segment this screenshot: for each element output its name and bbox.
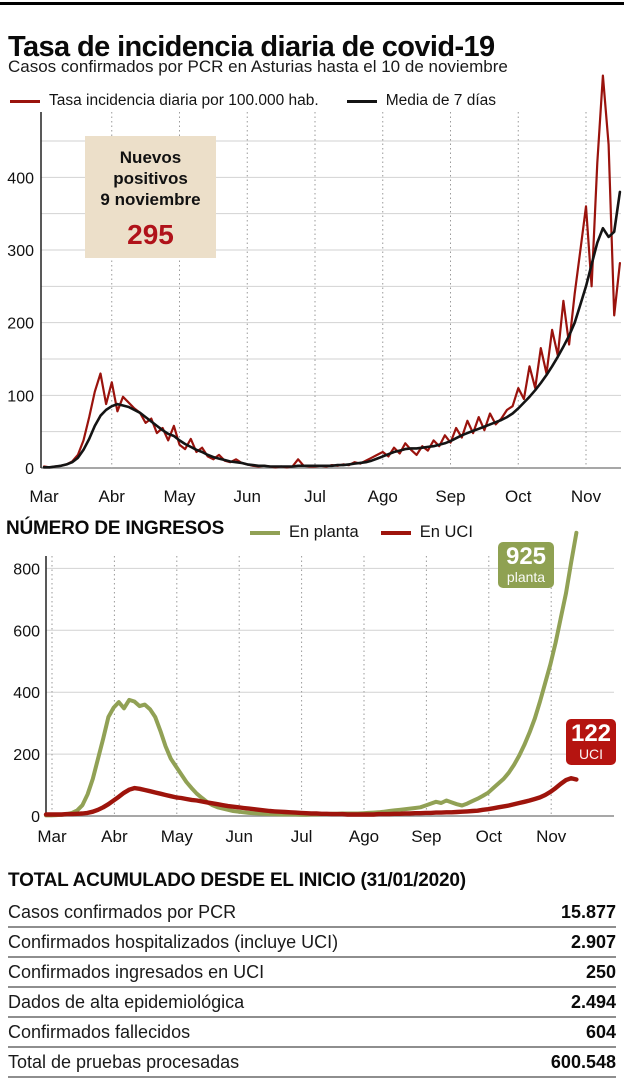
x-axis-label: Jul	[304, 487, 326, 506]
table-row-value: 2.494	[570, 991, 616, 1012]
callout-line: 9 noviembre	[100, 190, 201, 209]
y-axis-label: 600	[13, 623, 40, 640]
x-axis-label: Jun	[225, 827, 252, 846]
table-row-label: Dados de alta epidemiológica	[8, 991, 245, 1012]
table-row: Confirmados ingresados en UCI 250	[8, 958, 616, 988]
legend-label: Media de 7 días	[385, 92, 497, 109]
y-axis-label: 100	[7, 388, 34, 405]
legend-item: Tasa incidencia diaria por 100.000 hab.	[10, 92, 319, 110]
series-line	[42, 190, 622, 469]
legend-line-swatch	[380, 530, 411, 535]
legend-item: En UCI	[380, 523, 473, 542]
callout-line: Nuevos	[119, 148, 182, 167]
x-axis-label: Sep	[411, 827, 441, 846]
y-axis-label: 800	[13, 561, 40, 578]
y-axis-label: 400	[13, 685, 40, 702]
badge-uci: 122 UCI	[566, 719, 616, 765]
badge-planta: 925 planta	[498, 542, 554, 588]
callout-line: positivos	[113, 169, 188, 188]
x-axis-label: Ago	[349, 827, 379, 846]
chart2-legend: En planta En UCI	[250, 523, 473, 542]
legend-line-swatch	[346, 99, 377, 103]
x-axis-label: Abr	[99, 487, 126, 506]
x-axis-label: Ago	[368, 487, 398, 506]
legend-item: Media de 7 días	[346, 92, 497, 110]
x-axis-label: Nov	[571, 487, 602, 506]
page-subtitle: Casos confirmados por PCR en Asturias ha…	[8, 57, 508, 76]
table-title: TOTAL ACUMULADO DESDE EL INICIO (31/01/2…	[8, 870, 466, 891]
x-axis-label: Jul	[291, 827, 313, 846]
page-title: Tasa de incidencia diaria de covid-19	[8, 31, 495, 64]
table-row: Confirmados fallecidos 604	[8, 1018, 616, 1048]
series-line	[44, 530, 579, 818]
table-row: Dados de alta epidemiológica 2.494	[8, 988, 616, 1018]
badge-planta-label: planta	[506, 569, 546, 585]
chart2-title: NÚMERO DE INGRESOS	[6, 518, 225, 539]
x-axis-label: Oct	[476, 827, 503, 846]
legend-label: Tasa incidencia diaria por 100.000 hab.	[49, 92, 319, 109]
callout-value: 295	[127, 219, 174, 250]
table-row-value: 604	[585, 1021, 616, 1042]
legend-item: En planta	[250, 523, 359, 542]
legend-label: En UCI	[419, 523, 473, 541]
top-rule	[0, 2, 624, 5]
legend-line-swatch	[250, 530, 280, 535]
x-axis-label: May	[161, 827, 194, 846]
table-row-value: 250	[585, 961, 616, 982]
table-row-label: Confirmados ingresados en UCI	[8, 961, 265, 982]
y-axis-label: 300	[7, 243, 34, 260]
callout-new-positives: Nuevos positivos 9 noviembre 295	[85, 136, 216, 258]
y-axis-label: 0	[31, 809, 40, 826]
badge-uci-label: UCI	[578, 746, 604, 762]
table-row-value: 2.907	[570, 931, 616, 952]
x-axis-label: Oct	[505, 487, 532, 506]
y-axis-label: 400	[7, 170, 34, 187]
x-axis-label: May	[163, 487, 196, 506]
x-axis-label: Mar	[29, 487, 59, 506]
legend-label: En planta	[289, 523, 359, 541]
table-row-label: Casos confirmados por PCR	[8, 901, 237, 922]
y-axis-label: 0	[25, 461, 34, 478]
table-row-label: Confirmados fallecidos	[8, 1021, 191, 1042]
table-row: Total de pruebas procesadas 600.548	[8, 1048, 616, 1078]
x-axis-label: Sep	[435, 487, 465, 506]
table-row-value: 600.548	[550, 1051, 616, 1072]
y-axis-label: 200	[7, 316, 34, 333]
badge-planta-value: 925	[505, 543, 547, 570]
x-axis-label: Abr	[101, 827, 128, 846]
table-row-value: 15.877	[560, 901, 616, 922]
totals-table: Casos confirmados por PCR 15.877 Confirmad…	[8, 898, 616, 1078]
table-row-label: Total de pruebas procesadas	[8, 1051, 240, 1072]
x-axis-label: Jun	[234, 487, 261, 506]
badge-uci-value: 122	[570, 720, 612, 747]
chart1-legend: Tasa incidencia diaria por 100.000 hab. M…	[10, 92, 496, 110]
table-row: Casos confirmados por PCR 15.877	[8, 898, 616, 928]
x-axis-label: Mar	[37, 827, 67, 846]
x-axis-label: Nov	[536, 827, 567, 846]
series-line	[43, 776, 579, 817]
y-axis-label: 200	[13, 747, 40, 764]
table-row: Confirmados hospitalizados (incluye UCI)…	[8, 928, 616, 958]
legend-line-swatch	[10, 99, 40, 103]
table-row-label: Confirmados hospitalizados (incluye UCI)	[8, 931, 339, 952]
